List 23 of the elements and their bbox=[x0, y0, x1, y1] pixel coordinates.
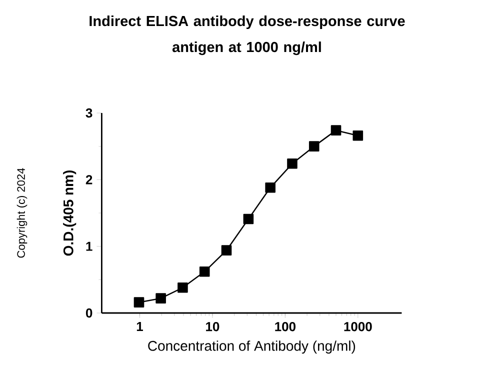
point bbox=[156, 293, 166, 304]
point bbox=[199, 266, 210, 277]
x-tick-label: 10 bbox=[206, 322, 220, 332]
x-tick-label: 100 bbox=[275, 322, 296, 332]
point bbox=[178, 282, 188, 293]
point bbox=[352, 130, 364, 141]
chart-title: Indirect ELISA antibody dose-response curve antigen at 1000 ng/ml bbox=[90, 16, 405, 56]
point bbox=[330, 125, 342, 136]
point bbox=[308, 141, 320, 152]
x-axis-title: Concentration of Antibody (ng/ml) bbox=[148, 340, 356, 354]
point bbox=[265, 182, 276, 193]
point bbox=[243, 214, 254, 224]
point bbox=[221, 245, 232, 256]
x-tick-label: 1 bbox=[136, 322, 143, 331]
text: Copyright (c) 2024 bbox=[16, 168, 28, 258]
point bbox=[287, 158, 298, 169]
y-axis-title: O.D.(405 nm) bbox=[63, 170, 76, 256]
x-tick-label: 1000 bbox=[344, 322, 372, 332]
y-tick-label: 3 bbox=[86, 108, 92, 118]
point bbox=[134, 297, 144, 308]
y-tick-label: 0 bbox=[86, 308, 92, 318]
y-tick-label: 1 bbox=[86, 242, 92, 251]
y-tick-label: 2 bbox=[86, 175, 92, 184]
